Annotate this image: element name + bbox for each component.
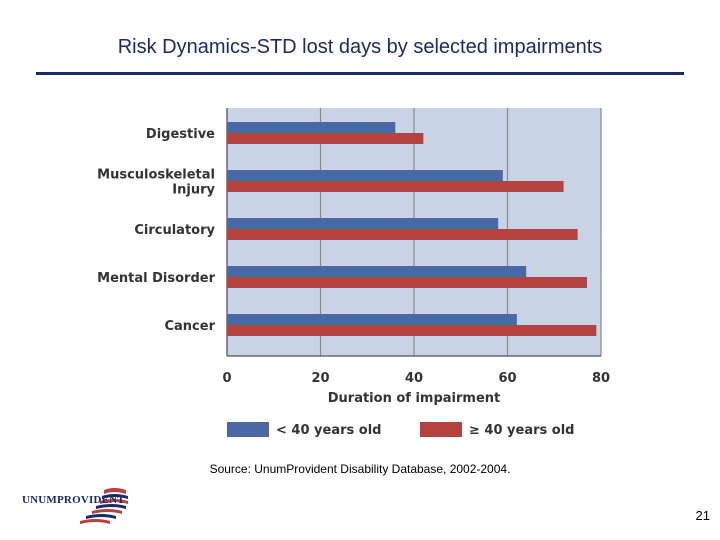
category-label: Circulatory	[134, 223, 215, 238]
bar	[227, 133, 424, 144]
legend-label: < 40 years old	[276, 423, 381, 438]
category-label: Digestive	[146, 127, 215, 142]
bar	[227, 266, 527, 277]
x-tick-label: 0	[222, 371, 231, 386]
x-tick-label: 60	[498, 371, 516, 386]
bar	[227, 277, 587, 288]
x-tick-label: 80	[592, 371, 610, 386]
bar	[227, 314, 517, 325]
bar	[227, 325, 597, 336]
x-axis-label: Duration of impairment	[328, 391, 501, 406]
bar	[227, 122, 396, 133]
x-tick-label: 40	[405, 371, 423, 386]
x-tick-label: 20	[311, 371, 329, 386]
legend-swatch	[420, 422, 462, 437]
source-note: Source: UnumProvident Disability Databas…	[209, 462, 511, 476]
title-divider	[36, 72, 684, 75]
company-logo: UNUMPROVIDENT	[22, 484, 132, 530]
page-number: 21	[695, 508, 710, 523]
page-title: Risk Dynamics-STD lost days by selected …	[117, 36, 603, 58]
legend-swatch	[227, 422, 269, 437]
x-tick-labels: 0 20 40 60 80	[222, 371, 610, 386]
category-label: Mental Disorder	[97, 271, 215, 286]
category-labels: Digestive Musculoskeletal Injury Circulator…	[97, 127, 215, 334]
legend: < 40 years old ≥ 40 years old	[227, 422, 574, 438]
bar	[227, 170, 503, 181]
plot-area	[226, 108, 602, 357]
bar	[227, 229, 578, 240]
category-label: Cancer	[164, 319, 215, 334]
flag-logo-icon	[80, 488, 128, 524]
legend-label: ≥ 40 years old	[469, 423, 574, 438]
bar	[227, 218, 499, 229]
logo-wordmark: UNUMPROVIDENT	[22, 494, 125, 506]
bar	[227, 181, 564, 192]
category-label: Musculoskeletal Injury	[97, 168, 215, 198]
